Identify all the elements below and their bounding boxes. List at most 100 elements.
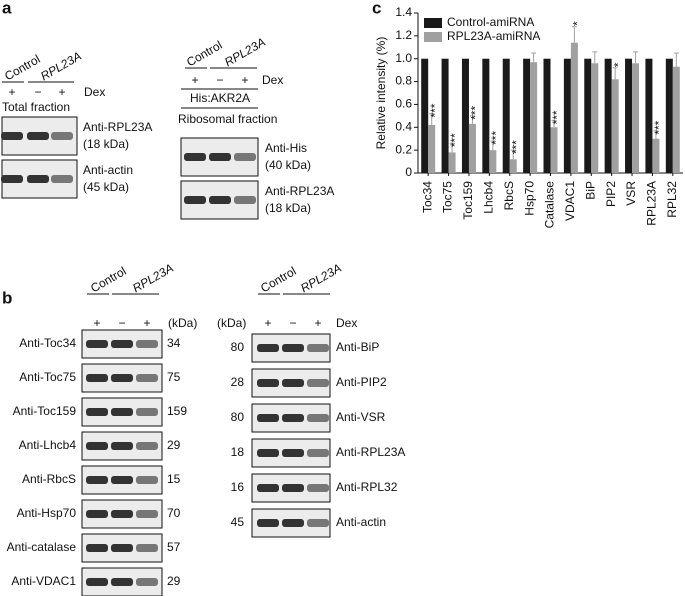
antibody: Anti-catalase <box>7 540 77 554</box>
band <box>257 414 279 422</box>
band <box>111 510 133 518</box>
legend-swatch <box>424 18 442 28</box>
y-tick-label: 1.4 <box>395 5 412 19</box>
y-tick-label: 0.2 <box>395 142 412 156</box>
significance: *** <box>550 110 564 124</box>
band <box>282 379 304 387</box>
band <box>86 544 108 552</box>
bar <box>509 159 517 173</box>
error-bar <box>510 149 516 160</box>
y-tick-label: 1.2 <box>395 28 412 42</box>
error-bar <box>531 52 537 63</box>
band <box>136 408 158 416</box>
band <box>86 408 108 416</box>
band <box>136 476 158 484</box>
kda: 70 <box>167 506 181 520</box>
x-tick-label: RbcS <box>502 181 516 210</box>
band <box>86 476 108 484</box>
x-tick-label: RPL23A <box>645 181 659 226</box>
group-label: RPL23A <box>130 261 176 295</box>
antibody: Anti-VDAC1 <box>11 574 76 588</box>
band <box>111 442 133 450</box>
band <box>257 484 279 492</box>
band <box>307 379 329 387</box>
bar <box>489 150 497 173</box>
kda: 15 <box>167 472 181 486</box>
band <box>282 519 304 527</box>
error-bar <box>633 51 639 64</box>
error-bar <box>551 119 557 128</box>
band <box>136 374 158 382</box>
antibody: Anti-RPL23A <box>83 120 152 134</box>
bar <box>604 58 612 173</box>
y-axis-label: Relative intensity (%) <box>374 37 388 150</box>
antibody: Anti-RPL32 <box>336 480 398 494</box>
error-bar <box>612 67 618 80</box>
bar <box>448 152 456 173</box>
band <box>307 519 329 527</box>
kda: 80 <box>231 340 245 354</box>
band <box>257 449 279 457</box>
x-tick-label: VSR <box>624 181 638 206</box>
band <box>111 544 133 552</box>
band <box>307 449 329 457</box>
band <box>282 414 304 422</box>
error-bar <box>571 26 577 43</box>
x-tick-label: Toc159 <box>461 181 475 220</box>
lane-label: + <box>143 316 150 330</box>
bar <box>625 58 633 173</box>
group-label: RPL23A <box>298 261 344 295</box>
lane-label: − <box>34 85 41 99</box>
lane-label: + <box>8 85 15 99</box>
x-tick-label: BiP <box>583 181 597 200</box>
band <box>86 340 108 348</box>
band <box>1 175 23 183</box>
unit: (kDa) <box>168 316 197 330</box>
bar <box>570 42 578 173</box>
antibody: Anti-PIP2 <box>336 375 387 389</box>
band <box>86 510 108 518</box>
antibody: Anti-Toc159 <box>13 404 77 418</box>
group-label: Control <box>258 264 299 295</box>
bar <box>428 125 436 173</box>
error-bar <box>592 51 598 64</box>
kda: 159 <box>167 404 187 418</box>
band <box>86 374 108 382</box>
bar <box>550 127 558 173</box>
band <box>234 153 256 161</box>
band <box>282 484 304 492</box>
y-tick-label: 0.6 <box>395 97 412 111</box>
bar <box>563 58 571 173</box>
group-label: RPL23A <box>222 35 268 69</box>
band <box>136 544 158 552</box>
y-tick-label: 0 <box>405 165 412 179</box>
size: (18 kDa) <box>265 201 311 215</box>
band <box>209 196 231 204</box>
fraction: Total fraction <box>2 100 70 114</box>
bar <box>611 79 619 173</box>
band <box>1 132 23 140</box>
significance: *** <box>509 140 523 154</box>
bar <box>591 63 599 173</box>
legend-label: RPL23A-amiRNA <box>447 29 540 43</box>
antibody: Anti-BiP <box>336 340 379 354</box>
band <box>86 442 108 450</box>
band <box>184 153 206 161</box>
lane-label: − <box>118 316 125 330</box>
kda: 29 <box>167 438 181 452</box>
panel-label: a <box>2 0 12 17</box>
band <box>111 374 133 382</box>
antibody: Anti-Toc75 <box>19 370 76 384</box>
antibody: Anti-Toc34 <box>19 336 76 350</box>
panel-label: c <box>372 0 381 17</box>
lane-label: + <box>241 73 248 87</box>
antibody: Anti-actin <box>336 515 386 529</box>
group-label: Control <box>2 52 43 83</box>
bar <box>461 58 469 173</box>
lane-label: − <box>289 316 296 330</box>
bar <box>632 63 640 173</box>
significance: *** <box>428 103 442 117</box>
bar <box>441 58 449 173</box>
significance: *** <box>469 106 483 120</box>
